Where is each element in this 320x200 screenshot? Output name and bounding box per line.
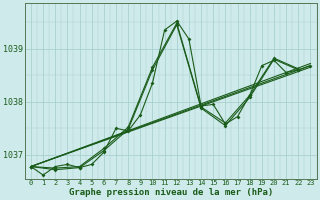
- X-axis label: Graphe pression niveau de la mer (hPa): Graphe pression niveau de la mer (hPa): [68, 188, 273, 197]
